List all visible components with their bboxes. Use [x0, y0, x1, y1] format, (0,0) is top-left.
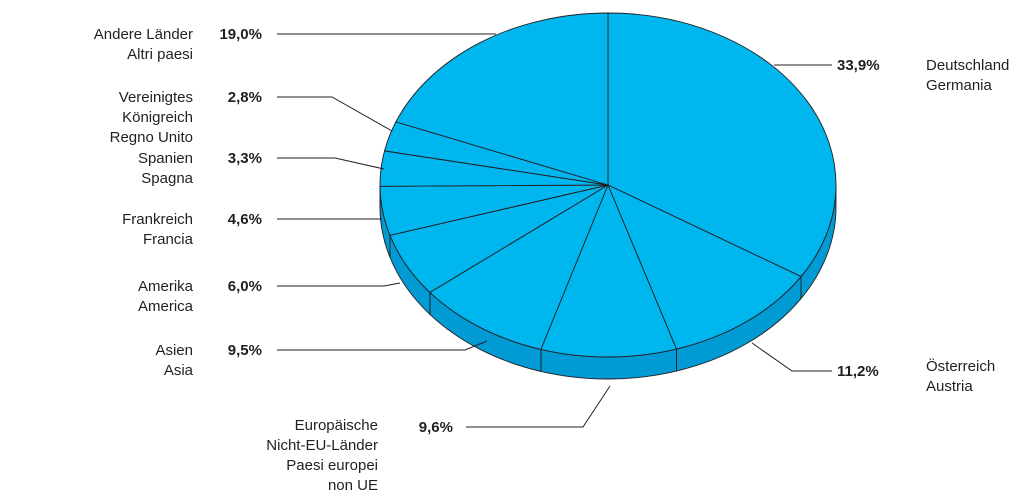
slice-labels: 33,9% Deutschland Germania 11,2% Österreich A… [94, 26, 1010, 494]
slice-category-label: Europäische Nicht-EU-Länder Paesi europei n… [266, 417, 378, 494]
slice-category-label: Asien Asia [155, 342, 193, 379]
pie-side-layer [379, 184, 837, 380]
slice-percent-label: 33,9% [837, 57, 880, 74]
slice-category-label: Andere Länder Altri paesi [94, 26, 193, 63]
slice-percent-label: 6,0% [228, 278, 262, 295]
slice-category-label: Vereinigtes Königreich Regno Unito [110, 89, 193, 146]
leader-line-4 [277, 340, 488, 351]
slice-category-label: Österreich Austria [926, 357, 995, 395]
slice-percent-label: 4,6% [228, 211, 262, 228]
leader-line-2 [751, 342, 832, 372]
slice-percent-label: 3,3% [228, 150, 262, 167]
pie-slice-2 [607, 184, 802, 350]
leader-line-8 [277, 96, 393, 132]
pie-slice-9 [395, 12, 609, 186]
pie-slice-3 [540, 183, 678, 358]
slice-percent-label: 9,6% [419, 419, 453, 436]
leader-line-7 [277, 157, 385, 170]
slice-category-label: Deutschland Germania [926, 57, 1009, 94]
leader-line-3 [466, 385, 611, 428]
slice-category-label: Spanien Spagna [138, 150, 194, 187]
pie-slice-4 [429, 183, 609, 350]
slice-category-label: Frankreich Francia [122, 211, 194, 248]
slice-percent-label: 19,0% [219, 26, 262, 43]
leader-line-5 [277, 282, 401, 287]
slice-category-label: Amerika America [138, 278, 194, 315]
slice-percent-label: 9,5% [228, 342, 262, 359]
slice-percent-label: 2,8% [228, 89, 262, 106]
pie-slice-1 [607, 12, 837, 278]
pie-top-layer [379, 12, 837, 358]
leader-lines [277, 33, 832, 428]
slice-percent-label: 11,2% [837, 363, 879, 380]
